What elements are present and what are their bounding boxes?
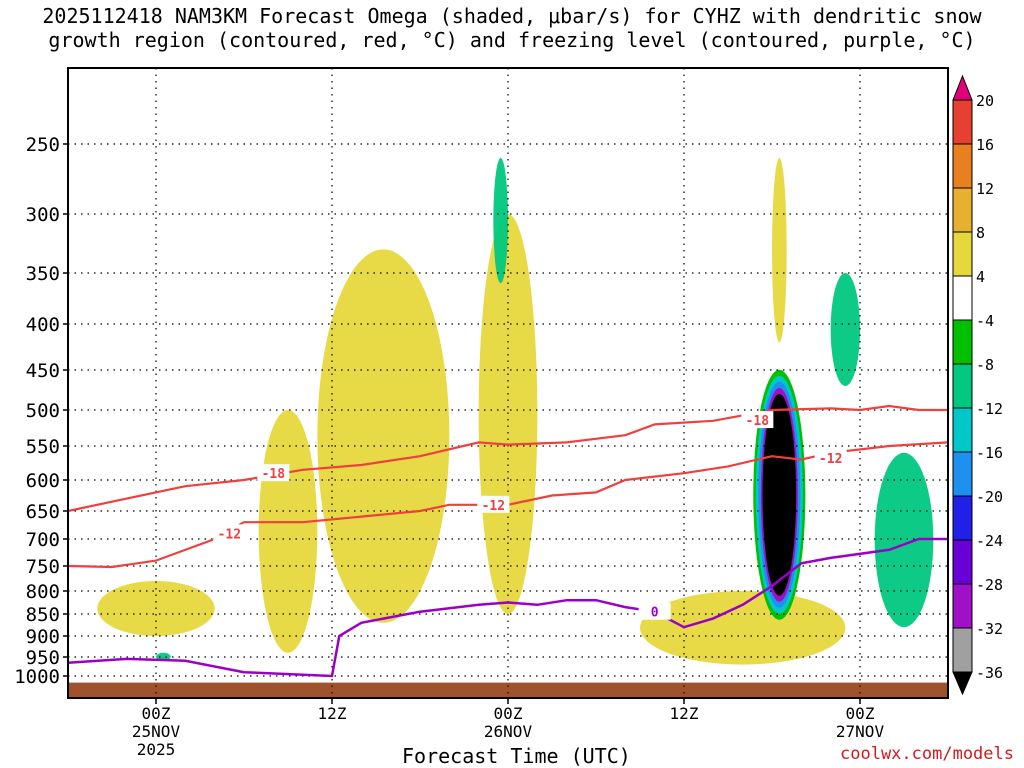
contour-label-m12-1: -12 bbox=[482, 499, 505, 514]
contour-label-bg-m12-1 bbox=[477, 495, 510, 513]
y-tick-label-400: 400 bbox=[26, 314, 60, 336]
contour-label-m12-2: -12 bbox=[819, 452, 842, 467]
omega-region-9 bbox=[874, 452, 934, 628]
x-axis-label: Forecast Time (UTC) bbox=[402, 744, 631, 768]
y-tick-label-550: 550 bbox=[26, 436, 60, 458]
colorbar-bin-3 bbox=[952, 231, 973, 277]
omega-region-7 bbox=[772, 158, 787, 343]
contour-label-m18-1: -18 bbox=[746, 414, 770, 429]
contour-label-m12-0: -12 bbox=[218, 527, 241, 542]
x-tick-label-6-0: 00Z bbox=[142, 704, 171, 723]
colorbar-bin-5 bbox=[952, 319, 973, 365]
colorbar-label-2: 12 bbox=[976, 180, 994, 198]
colorbar-label-3: 8 bbox=[976, 224, 985, 242]
y-tick-label-800: 800 bbox=[26, 581, 60, 603]
colorbar-bin-6 bbox=[952, 363, 973, 409]
colorbar-label-8: -16 bbox=[976, 444, 1003, 462]
y-tick-label-850: 850 bbox=[26, 604, 60, 626]
chart-title-line2: growth region (contoured, red, °C) and f… bbox=[48, 28, 976, 52]
contour-label-bg-m12-0 bbox=[213, 524, 246, 542]
omega-region-2 bbox=[317, 249, 450, 623]
credit-link[interactable]: coolwx.com/models bbox=[840, 744, 1014, 764]
colorbar-label-11: -28 bbox=[976, 576, 1003, 594]
colorbar-label-10: -24 bbox=[976, 532, 1003, 550]
contour-0 bbox=[67, 537, 948, 678]
colorbar-bin-7 bbox=[952, 407, 973, 453]
y-tick-label-900: 900 bbox=[26, 626, 60, 648]
y-tick-label-450: 450 bbox=[26, 360, 60, 382]
y-tick-label-250: 250 bbox=[26, 134, 60, 156]
x-tick-label-54-0: 00Z bbox=[846, 704, 875, 723]
ground-band bbox=[68, 682, 948, 698]
colorbar-label-5: -4 bbox=[976, 312, 994, 330]
colorbar-bin-9 bbox=[952, 495, 973, 541]
colorbar-bin-10 bbox=[952, 539, 973, 585]
colorbar-label-7: -12 bbox=[976, 400, 1003, 418]
y-tick-label-650: 650 bbox=[26, 501, 60, 523]
x-tick-label-42-0: 12Z bbox=[670, 704, 699, 723]
chart-title-line1: 2025112418 NAM3KM Forecast Omega (shaded… bbox=[42, 4, 982, 28]
y-tick-label-950: 950 bbox=[26, 647, 60, 669]
colorbar-bin-12 bbox=[952, 627, 973, 673]
omega-region-8 bbox=[830, 273, 860, 386]
colorbar-bin-8 bbox=[952, 451, 973, 497]
y-tick-label-500: 500 bbox=[26, 400, 60, 422]
y-tick-label-700: 700 bbox=[26, 529, 60, 551]
colorbar-bin-0 bbox=[952, 99, 973, 145]
colorbar-label-13: -36 bbox=[976, 664, 1003, 682]
y-tick-label-600: 600 bbox=[26, 470, 60, 492]
contour-m18 bbox=[67, 404, 948, 513]
colorbar-bin-1 bbox=[952, 143, 973, 189]
colorbar-top-arrow bbox=[952, 74, 973, 101]
colorbar-bin-4 bbox=[952, 275, 973, 321]
colorbar-label-0: 20 bbox=[976, 92, 994, 110]
colorbar-bottom-arrow bbox=[952, 671, 973, 696]
y-tick-label-1000: 1000 bbox=[14, 666, 60, 688]
y-tick-label-750: 750 bbox=[26, 556, 60, 578]
colorbar-bin-2 bbox=[952, 187, 973, 233]
x-tick-label-18-0: 12Z bbox=[318, 704, 347, 723]
contour-label-m18-0: -18 bbox=[262, 467, 286, 482]
colorbar-label-12: -32 bbox=[976, 620, 1003, 638]
contour-label-0-0: 0 bbox=[651, 606, 659, 621]
contour-label-bg-m18-0 bbox=[257, 464, 290, 482]
colorbar-label-4: 4 bbox=[976, 268, 985, 286]
x-tick-label-54-1: 27NOV bbox=[836, 722, 885, 741]
x-tick-label-6-1: 25NOV bbox=[132, 722, 181, 741]
colorbar-bin-11 bbox=[952, 583, 973, 629]
contour-label-bg-0-0 bbox=[638, 602, 671, 620]
x-tick-label-6-2: 2025 bbox=[137, 740, 176, 759]
omega-core-ring-4 bbox=[762, 394, 797, 596]
colorbar-label-6: -8 bbox=[976, 356, 994, 374]
colorbar-label-1: 16 bbox=[976, 136, 994, 154]
x-tick-label-30-0: 00Z bbox=[494, 704, 523, 723]
omega-region-4 bbox=[493, 158, 508, 284]
contour-label-bg-m18-1 bbox=[741, 411, 774, 429]
omega-region-5 bbox=[640, 591, 846, 665]
y-tick-label-350: 350 bbox=[26, 263, 60, 285]
colorbar-label-9: -20 bbox=[976, 488, 1003, 506]
y-tick-label-300: 300 bbox=[26, 204, 60, 226]
contour-label-bg-m12-2 bbox=[814, 449, 847, 467]
x-tick-label-30-1: 26NOV bbox=[484, 722, 533, 741]
